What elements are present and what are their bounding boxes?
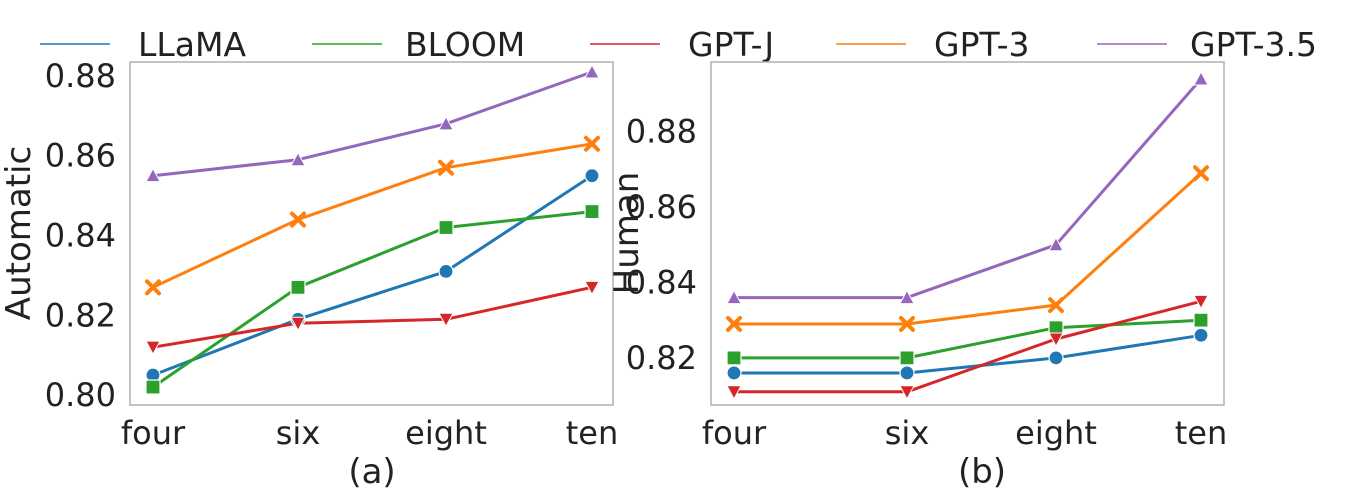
x-tick-label: ten bbox=[1175, 414, 1228, 452]
caption-b: (b) bbox=[958, 452, 1006, 492]
data-point-gpt-3-5 bbox=[899, 289, 915, 305]
data-point-gpt-3 bbox=[145, 279, 161, 296]
data-point-gpt-3-5 bbox=[726, 289, 742, 305]
x-tick-label: eight bbox=[405, 414, 487, 452]
y-tick-label: 0.88 bbox=[626, 113, 697, 151]
series-line-gpt-3 bbox=[152, 142, 593, 289]
y-tick-label: 0.82 bbox=[626, 339, 697, 377]
data-point-gpt-3 bbox=[290, 211, 306, 228]
series-a bbox=[145, 63, 600, 395]
data-point-bloom bbox=[584, 203, 600, 220]
plot-frame-b bbox=[710, 61, 1225, 406]
data-point-gpt-j bbox=[726, 385, 742, 400]
data-point-gpt-j bbox=[584, 280, 600, 296]
x-tick-label: six bbox=[885, 414, 930, 452]
y-axis-label-a: Automatic bbox=[0, 146, 39, 320]
data-point-gpt-j bbox=[290, 316, 306, 332]
data-point-gpt-3-5 bbox=[584, 63, 600, 79]
y-tick-label: 0.82 bbox=[45, 296, 116, 334]
y-ticks-a: 0.80 0.82 0.84 0.86 0.88 bbox=[45, 57, 116, 414]
data-point-llama bbox=[438, 263, 454, 279]
caption-a: (a) bbox=[348, 452, 395, 492]
x-tick-label: four bbox=[702, 414, 767, 452]
plot-frame-a bbox=[129, 61, 614, 406]
data-point-gpt-3 bbox=[726, 315, 742, 332]
chart-a: 0.80 0.82 0.84 0.86 0.88 four six eight ten Aut… bbox=[0, 57, 618, 492]
series-line-bloom bbox=[734, 318, 1202, 360]
y-tick-label: 0.80 bbox=[45, 376, 116, 414]
data-point-gpt-3 bbox=[1193, 165, 1209, 182]
data-point-llama bbox=[584, 168, 600, 184]
data-point-bloom bbox=[899, 350, 915, 366]
data-point-gpt-3-5 bbox=[1193, 70, 1209, 86]
x-tick-label: eight bbox=[1015, 414, 1097, 452]
data-point-gpt-3 bbox=[1048, 297, 1064, 314]
data-point-gpt-3 bbox=[899, 315, 915, 332]
series-line-gpt-j bbox=[152, 285, 593, 349]
x-tick-label: six bbox=[276, 414, 321, 452]
legend-label-1: BLOOM bbox=[405, 25, 525, 64]
y-axis-label-b: Human bbox=[607, 172, 647, 295]
series-line-gpt-3-5 bbox=[152, 70, 593, 178]
data-point-bloom bbox=[290, 279, 306, 295]
legend-label-4: GPT-3.5 bbox=[1190, 25, 1317, 64]
data-point-llama bbox=[726, 365, 742, 381]
data-point-gpt-3 bbox=[438, 159, 454, 176]
y-tick-label: 0.84 bbox=[45, 216, 116, 254]
data-point-gpt-j bbox=[438, 312, 454, 328]
data-point-llama bbox=[1048, 350, 1064, 366]
legend-label-3: GPT-3 bbox=[934, 25, 1030, 64]
data-point-llama bbox=[899, 365, 915, 381]
series-line-llama bbox=[152, 174, 593, 377]
y-tick-label: 0.84 bbox=[626, 264, 697, 302]
data-point-gpt-3 bbox=[584, 135, 600, 152]
data-point-gpt-3-5 bbox=[290, 151, 306, 167]
data-point-llama bbox=[1193, 327, 1209, 343]
legend: LLaMA BLOOM GPT-J GPT-3 GPT-3.5 bbox=[40, 25, 1317, 64]
series-line-bloom bbox=[152, 210, 593, 389]
legend-label-2: GPT-J bbox=[688, 25, 774, 64]
y-tick-label: 0.86 bbox=[626, 188, 697, 226]
data-point-bloom bbox=[1193, 312, 1209, 328]
series-line-gpt-j bbox=[734, 299, 1202, 394]
legend-label-0: LLaMA bbox=[138, 25, 246, 64]
series-b bbox=[726, 70, 1209, 400]
y-tick-label: 0.86 bbox=[45, 137, 116, 175]
series-line-gpt-3 bbox=[734, 172, 1203, 326]
series-line-llama bbox=[734, 333, 1202, 375]
data-point-gpt-j bbox=[1048, 332, 1064, 348]
data-point-gpt-3-5 bbox=[145, 167, 161, 183]
data-point-bloom bbox=[145, 379, 161, 395]
data-point-gpt-3-5 bbox=[1048, 236, 1064, 252]
data-point-gpt-j bbox=[1193, 294, 1209, 310]
x-tick-label: four bbox=[121, 414, 186, 452]
y-tick-label: 0.88 bbox=[45, 57, 116, 95]
x-ticks-b: four six eight ten bbox=[702, 414, 1227, 452]
series-line-gpt-3-5 bbox=[734, 78, 1203, 300]
data-point-bloom bbox=[438, 219, 454, 236]
data-point-gpt-j bbox=[145, 340, 161, 356]
y-ticks-b: 0.82 0.84 0.86 0.88 bbox=[626, 113, 697, 377]
data-point-gpt-j bbox=[899, 385, 915, 400]
x-ticks-a: four six eight ten bbox=[121, 414, 618, 452]
data-point-gpt-3-5 bbox=[438, 115, 454, 131]
x-tick-label: ten bbox=[566, 414, 619, 452]
chart-b: 0.82 0.84 0.86 0.88 four six eight ten Human (… bbox=[607, 61, 1227, 492]
data-point-bloom bbox=[726, 350, 742, 366]
